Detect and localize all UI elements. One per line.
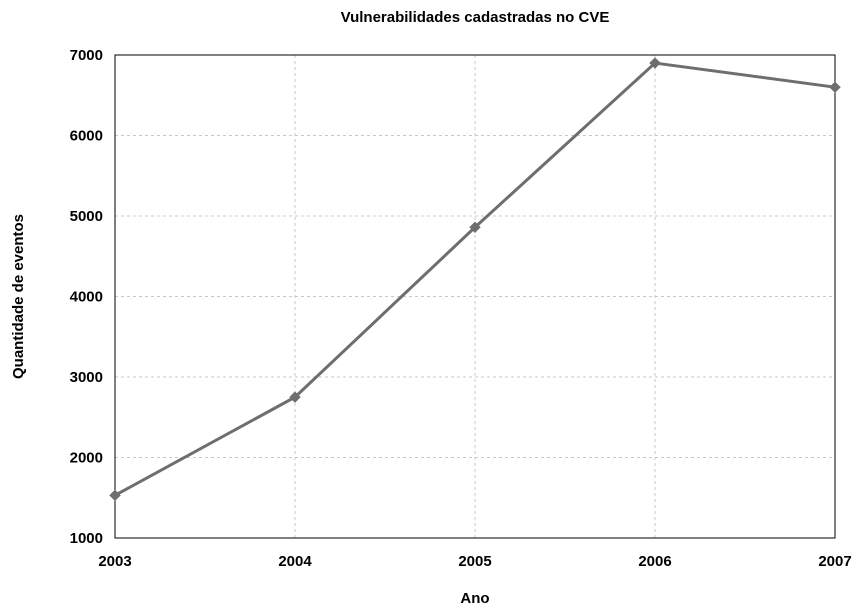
data-point-marker [649, 57, 661, 69]
x-tick-label: 2007 [818, 553, 851, 570]
y-tick-label: 1000 [70, 530, 103, 547]
data-point-marker [829, 81, 841, 93]
y-tick-label: 5000 [70, 208, 103, 225]
x-tick-label: 2003 [98, 553, 131, 570]
x-axis-label: Ano [460, 590, 489, 607]
y-tick-label: 3000 [70, 369, 103, 386]
data-point-marker [109, 489, 121, 502]
plot-area-frame [114, 54, 836, 539]
chart-title: Vulnerabilidades cadastradas no CVE [341, 9, 610, 26]
x-tick-label: 2004 [278, 553, 312, 570]
data-point-marker [469, 221, 481, 233]
y-tick-label: 7000 [70, 47, 103, 64]
x-tick-label: 2005 [458, 553, 491, 570]
y-tick-label: 6000 [70, 128, 103, 145]
y-tick-label: 4000 [70, 289, 103, 306]
y-axis-label: Quantidade de eventos [10, 214, 27, 379]
grid-lines [115, 55, 835, 538]
series-layer [109, 57, 841, 502]
data-point-marker [289, 391, 301, 403]
x-tick-label: 2006 [638, 553, 671, 570]
y-tick-label: 2000 [70, 450, 103, 467]
tick-labels: 2003 2004 2005 2006 2007 1000 2000 3000 4000 5000… [70, 47, 852, 570]
